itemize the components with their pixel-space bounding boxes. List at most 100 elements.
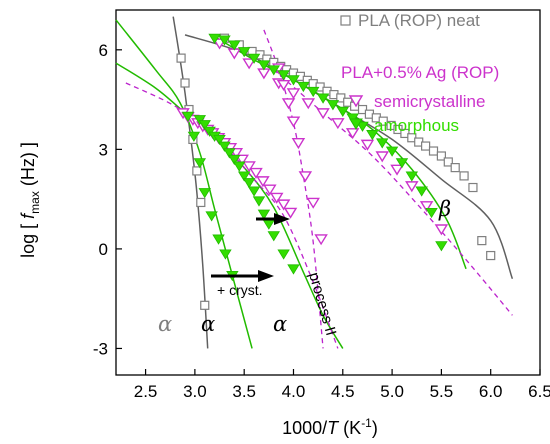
point-amorph_alpha [218, 141, 231, 152]
alpha-label-neat: α [158, 312, 172, 336]
legend: PLA (ROP) neat PLA+0.5% Ag (ROP) semicry… [340, 11, 499, 135]
x-axis-label-exponent: -1 [361, 416, 372, 430]
x-axis-label-unit: (K [338, 418, 361, 438]
y-tick-label: 0 [99, 240, 108, 259]
point-amorph_alpha [193, 115, 207, 126]
y-axis-label-prefix: log [ [18, 219, 38, 258]
point-amorph_alpha_low [193, 158, 207, 169]
point-amorph_beta [326, 100, 340, 111]
x-axis-label-variable: T [327, 418, 340, 438]
point-amorph_beta [346, 113, 359, 124]
point-amorph_beta [425, 208, 438, 219]
point-amorph_beta [297, 81, 310, 93]
point-amorph_beta [228, 40, 241, 51]
legend-group-title: PLA+0.5% Ag (ROP) [341, 63, 499, 82]
y-axis-label: log [ fmax (Hz) ] [18, 142, 42, 258]
point-amorph_beta [247, 53, 261, 64]
point-neat_beta [443, 157, 453, 167]
fit-line-neat_alpha_fit [172, 16, 209, 349]
point-amorph_beta [435, 241, 448, 252]
point-amorph_beta [287, 75, 300, 86]
point-amorph_alpha_low [219, 249, 232, 260]
point-neat_alpha [176, 53, 186, 63]
y-axis-label-variable: f [18, 212, 38, 219]
point-amorph_beta [415, 186, 428, 197]
x-tick-label: 3.5 [232, 382, 256, 401]
alpha-label-amorphous: α [201, 312, 215, 336]
y-tick-label: 3 [99, 140, 108, 159]
point-amorph_alpha [257, 209, 271, 220]
point-neat_alpha [196, 197, 206, 208]
point-amorph_beta [277, 70, 290, 81]
point-neat_beta [459, 171, 469, 181]
point-amorph_alpha [233, 161, 246, 172]
point-amorph_alpha_low [212, 234, 225, 245]
point-amorph_beta [237, 47, 251, 58]
x-tick-label: 6.0 [479, 382, 503, 401]
point-neat_beta [357, 104, 368, 115]
beta-label: β [438, 197, 451, 221]
alpha-label-semicrystalline: α [273, 312, 287, 336]
point-amorph_beta [385, 146, 399, 157]
point-neat_alpha [180, 78, 190, 88]
point-semi_beta [434, 224, 449, 236]
point-semi_beta [405, 181, 419, 193]
x-tick-label: 4.5 [331, 382, 355, 401]
point-amorph_beta [257, 60, 271, 71]
x-tick-label: 5.0 [380, 382, 404, 401]
point-semi_beta [419, 201, 434, 213]
point-semi_beta [375, 151, 389, 163]
y-tick-label: 6 [99, 41, 108, 60]
fit-line-semi_alpha_fit [125, 82, 339, 349]
point-amorph_alpha [242, 178, 256, 189]
axis-ticks: 2.5 3.0 3.5 4.0 4.5 5.0 5.5 6.0 6.5 -3 0 3 6 [93, 41, 550, 401]
point-neat_beta [421, 141, 431, 151]
point-amorph_alpha [237, 171, 251, 182]
point-neat_beta [486, 250, 496, 261]
point-semi_beta [286, 88, 301, 100]
point-neat_beta [468, 182, 478, 193]
point-amorph_alpha [287, 264, 300, 275]
x-tick-label: 4.0 [282, 382, 306, 401]
point-neat_beta [428, 146, 439, 156]
point-neat_alpha [192, 166, 202, 176]
point-amorph_alpha [203, 126, 216, 137]
point-semi_beta [242, 58, 256, 70]
point-amorph_alpha_low [198, 188, 211, 199]
point-amorph_alpha_low [181, 111, 195, 122]
point-amorph_alpha_low [187, 131, 201, 142]
x-tick-label: 2.5 [134, 382, 158, 401]
point-semi_beta [345, 128, 360, 140]
x-tick-label: 5.5 [430, 382, 454, 401]
point-semi_alpha [256, 176, 270, 188]
y-tick-label: -3 [93, 339, 108, 358]
point-semi_alpha [249, 167, 263, 179]
point-neat_beta [436, 151, 446, 161]
point-semi_alpha [269, 192, 284, 204]
point-semi_process2 [314, 234, 328, 246]
point-amorph_beta [395, 158, 409, 169]
point-semi_beta [360, 139, 375, 151]
y-axis-label-subscript: max [28, 191, 42, 214]
point-amorph_beta [336, 106, 350, 117]
point-semi_process2 [291, 138, 306, 150]
fit-line-amorph_alpha_low_fit [115, 19, 253, 349]
point-amorph_alpha [228, 154, 241, 166]
point-amorph_alpha [213, 135, 226, 146]
point-semi_alpha [235, 154, 249, 166]
point-amorph_alpha_low [205, 211, 218, 222]
point-amorph_alpha [198, 120, 211, 131]
cryst-label: + cryst. [217, 282, 263, 298]
point-semi_beta [316, 108, 330, 120]
point-amorph_beta [218, 35, 231, 46]
x-tick-label: 6.5 [528, 382, 550, 401]
x-tick-label: 3.0 [183, 382, 207, 401]
point-semi_beta [331, 118, 345, 130]
point-amorph_beta [356, 121, 369, 132]
y-axis-label-unit: (Hz) ] [18, 142, 38, 191]
point-amorph_alpha [223, 148, 236, 159]
point-semi_process2 [298, 171, 313, 183]
point-amorph_beta [316, 93, 330, 104]
point-semi_beta [390, 164, 404, 176]
